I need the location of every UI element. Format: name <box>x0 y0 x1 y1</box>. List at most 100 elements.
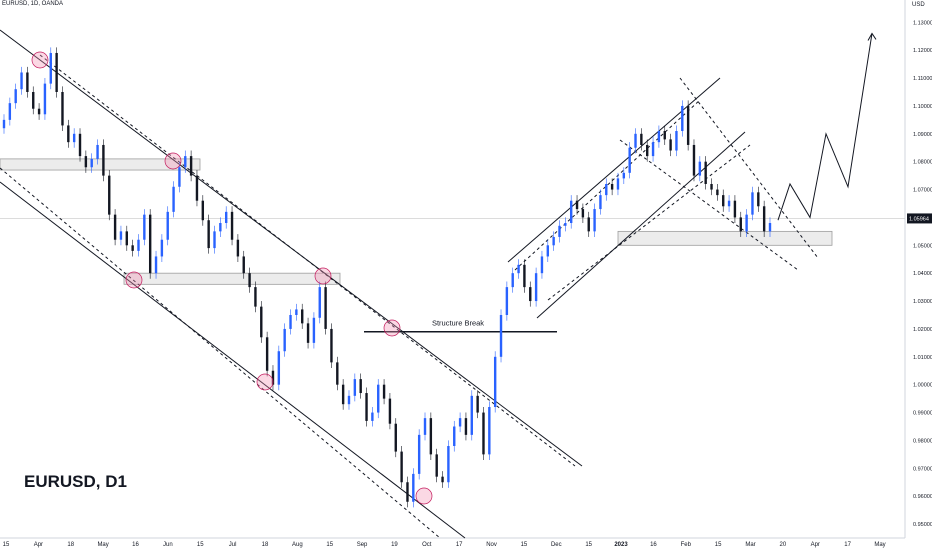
candle-body <box>634 133 637 148</box>
trend-line <box>619 139 799 271</box>
symbol-header: EURUSD, 1D, OANDA <box>2 1 64 7</box>
price-tick-label: 1.12000 <box>913 48 932 54</box>
candle-body <box>669 139 672 151</box>
projection-arrowhead <box>867 32 877 41</box>
candle-body <box>675 131 678 151</box>
candle-body <box>622 172 626 179</box>
candle-body <box>523 264 526 288</box>
time-tick-label: 15 <box>3 542 10 548</box>
candle-body <box>517 264 520 274</box>
candle-body <box>160 239 164 257</box>
time-tick-label: 15 <box>715 542 722 548</box>
trend-line <box>507 77 721 263</box>
candle-body <box>371 412 374 421</box>
candle-body <box>704 161 707 184</box>
candle-body <box>447 446 450 483</box>
candle-body <box>458 418 462 427</box>
price-tick-label: 1.09000 <box>913 132 932 138</box>
price-tick-label: 0.96000 <box>913 494 932 500</box>
candle-body <box>663 131 666 140</box>
candle-body <box>20 72 23 90</box>
candle-body <box>745 214 748 232</box>
candle-body <box>248 273 251 288</box>
candle-body <box>768 223 772 232</box>
trend-line <box>0 29 583 467</box>
candle-body <box>90 158 93 168</box>
candle-body <box>575 200 579 210</box>
candle-body <box>43 83 47 115</box>
candle-body <box>219 223 222 232</box>
candle-body <box>49 52 52 84</box>
candle-body <box>646 144 649 157</box>
candle-body <box>605 183 608 196</box>
candle-body <box>377 384 380 413</box>
candle-body <box>336 362 339 385</box>
candle-body <box>283 328 286 352</box>
candle-body <box>189 156 193 176</box>
touch-point-circle <box>164 152 182 170</box>
price-tick-label: 0.95000 <box>913 522 932 528</box>
time-tick-label: 16 <box>132 542 139 548</box>
candle-body <box>681 105 684 132</box>
candle-body <box>131 245 134 251</box>
touch-point-circle <box>314 267 332 285</box>
candle-body <box>72 133 76 143</box>
time-tick-label: 15 <box>326 542 333 548</box>
candle-body <box>236 239 240 257</box>
time-tick-label: 18 <box>67 542 74 548</box>
price-tick-label: 1.07000 <box>913 188 932 194</box>
trend-line <box>547 144 751 301</box>
price-zone <box>123 272 341 285</box>
candle-body <box>61 91 64 126</box>
price-tick-label: 1.13000 <box>913 20 932 26</box>
candle-body <box>628 147 631 173</box>
trend-line <box>0 181 466 539</box>
time-tick-label: Apr <box>811 542 820 548</box>
candle-body <box>552 236 555 246</box>
candle-body <box>757 192 760 207</box>
candle-body <box>143 214 146 240</box>
candle-body <box>353 379 357 396</box>
candle-body <box>417 434 421 474</box>
candle-body <box>441 476 444 483</box>
candle-body <box>78 133 82 157</box>
candle-body <box>201 200 205 221</box>
candle-body <box>482 412 485 455</box>
candle-body <box>96 144 99 159</box>
candle-body <box>558 225 561 237</box>
candle-body <box>546 245 550 257</box>
candle-body <box>341 384 345 405</box>
candle-body <box>318 287 321 318</box>
price-zone <box>0 158 201 171</box>
chart-title: EURUSD, D1 <box>24 472 127 491</box>
candle-body <box>148 214 152 274</box>
candle-body <box>289 314 292 329</box>
candle-body <box>716 189 719 196</box>
candle-body <box>84 156 88 168</box>
candle-body <box>587 217 590 232</box>
time-tick-label: 17 <box>456 542 463 548</box>
candle-body <box>722 195 725 207</box>
candle-body <box>224 211 228 224</box>
candle-body <box>365 393 368 421</box>
price-tick-label: 1.01000 <box>913 355 932 361</box>
candle-body <box>692 144 696 176</box>
trend-line <box>679 77 819 259</box>
time-tick-label: 18 <box>262 542 269 548</box>
time-tick-label: 16 <box>650 542 657 548</box>
touch-point-circle <box>256 373 274 391</box>
time-tick-label: 15 <box>197 542 204 548</box>
candle-body <box>32 91 35 109</box>
candle-body <box>476 395 479 413</box>
time-tick-label: Mar <box>745 542 755 548</box>
candle-body <box>534 273 538 302</box>
time-tick-label: Nov <box>486 542 497 548</box>
price-tick-label: 0.99000 <box>913 411 932 417</box>
candle-body <box>295 309 298 315</box>
projection-path <box>777 33 873 221</box>
candle-body <box>499 314 503 357</box>
candle-body <box>698 161 702 176</box>
time-tick-label: Jul <box>229 542 237 548</box>
